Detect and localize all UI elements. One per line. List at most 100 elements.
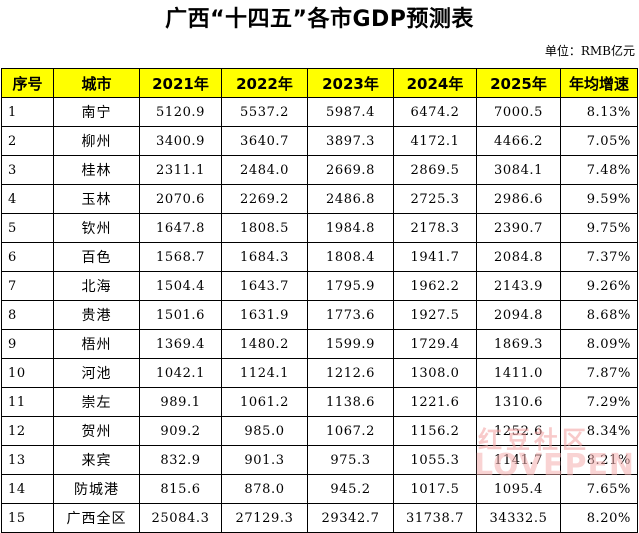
- gdp-2025-cell: 1310.6: [476, 387, 561, 417]
- gdp-2024-cell: 1941.7: [393, 242, 477, 272]
- gdp-2021-cell: 1504.4: [139, 271, 222, 301]
- gdp-2025-cell: 1141.7: [476, 445, 561, 475]
- seq-cell: 11: [1, 387, 54, 417]
- gdp-2025-cell: 1869.3: [476, 329, 561, 359]
- gdp-2021-cell: 909.2: [139, 416, 222, 446]
- gdp-forecast-table: 序号 城市 2021年 2022年 2023年 2024年 2025年 年均增速…: [1, 68, 638, 533]
- table-row: 3 桂林 2311.1 2484.0 2669.8 2869.5 3084.1 7.48%: [1, 155, 638, 185]
- gdp-2022-cell: 3640.7: [221, 126, 308, 156]
- table-body: 1 南宁 5120.9 5537.2 5987.4 6474.2 7000.5 8.13% 2 柳…: [1, 97, 638, 533]
- growth-rate-cell: 7.65%: [560, 474, 638, 504]
- table-row: 9 梧州 1369.4 1480.2 1599.9 1729.4 1869.3 8.09%: [1, 329, 638, 359]
- gdp-2021-cell: 1568.7: [139, 242, 222, 272]
- gdp-2025-cell: 2084.8: [476, 242, 561, 272]
- header-cell-2021: 2021年: [139, 68, 222, 98]
- header-cell-2022: 2022年: [221, 68, 308, 98]
- gdp-2023-cell: 1984.8: [307, 213, 394, 243]
- gdp-2023-cell: 2669.8: [307, 155, 394, 185]
- table-row: 5 钦州 1647.8 1808.5 1984.8 2178.3 2390.7 9.75%: [1, 213, 638, 243]
- gdp-2025-cell: 34332.5: [476, 503, 561, 533]
- growth-rate-cell: 7.05%: [560, 126, 638, 156]
- growth-rate-cell: 7.29%: [560, 387, 638, 417]
- table-header-row: 序号 城市 2021年 2022年 2023年 2024年 2025年 年均增速: [1, 68, 638, 98]
- gdp-2024-cell: 1962.2: [393, 271, 477, 301]
- seq-cell: 6: [1, 242, 54, 272]
- table-row: 11 崇左 989.1 1061.2 1138.6 1221.6 1310.6 7.29%: [1, 387, 638, 417]
- gdp-2024-cell: 31738.7: [393, 503, 477, 533]
- growth-rate-cell: 7.37%: [560, 242, 638, 272]
- gdp-2021-cell: 1501.6: [139, 300, 222, 330]
- gdp-2021-cell: 989.1: [139, 387, 222, 417]
- seq-cell: 15: [1, 503, 54, 533]
- gdp-2024-cell: 1221.6: [393, 387, 477, 417]
- city-cell: 广西全区: [53, 503, 140, 533]
- city-cell: 贵港: [53, 300, 140, 330]
- gdp-2022-cell: 985.0: [221, 416, 308, 446]
- city-cell: 桂林: [53, 155, 140, 185]
- growth-rate-cell: 8.13%: [560, 97, 638, 127]
- gdp-2022-cell: 1124.1: [221, 358, 308, 388]
- seq-cell: 4: [1, 184, 54, 214]
- gdp-2023-cell: 1599.9: [307, 329, 394, 359]
- gdp-2025-cell: 2143.9: [476, 271, 561, 301]
- growth-rate-cell: 8.34%: [560, 416, 638, 446]
- city-cell: 柳州: [53, 126, 140, 156]
- gdp-2023-cell: 1067.2: [307, 416, 394, 446]
- gdp-2022-cell: 1684.3: [221, 242, 308, 272]
- gdp-2023-cell: 5987.4: [307, 97, 394, 127]
- gdp-2022-cell: 1808.5: [221, 213, 308, 243]
- growth-rate-cell: 9.26%: [560, 271, 638, 301]
- city-cell: 河池: [53, 358, 140, 388]
- table-row: 7 北海 1504.4 1643.7 1795.9 1962.2 2143.9 9.26%: [1, 271, 638, 301]
- gdp-2022-cell: 878.0: [221, 474, 308, 504]
- city-cell: 崇左: [53, 387, 140, 417]
- gdp-2025-cell: 1095.4: [476, 474, 561, 504]
- gdp-2025-cell: 4466.2: [476, 126, 561, 156]
- growth-rate-cell: 9.59%: [560, 184, 638, 214]
- gdp-2022-cell: 901.3: [221, 445, 308, 475]
- header-cell-growth-rate: 年均增速: [560, 68, 638, 98]
- city-cell: 北海: [53, 271, 140, 301]
- seq-cell: 13: [1, 445, 54, 475]
- header-cell-2024: 2024年: [393, 68, 477, 98]
- gdp-2022-cell: 1061.2: [221, 387, 308, 417]
- city-cell: 梧州: [53, 329, 140, 359]
- gdp-2022-cell: 1643.7: [221, 271, 308, 301]
- growth-rate-cell: 8.21%: [560, 445, 638, 475]
- city-cell: 南宁: [53, 97, 140, 127]
- table-row: 6 百色 1568.7 1684.3 1808.4 1941.7 2084.8 7.37%: [1, 242, 638, 272]
- gdp-2024-cell: 1927.5: [393, 300, 477, 330]
- gdp-2021-cell: 2311.1: [139, 155, 222, 185]
- seq-cell: 7: [1, 271, 54, 301]
- seq-cell: 10: [1, 358, 54, 388]
- city-cell: 防城港: [53, 474, 140, 504]
- seq-cell: 3: [1, 155, 54, 185]
- seq-cell: 5: [1, 213, 54, 243]
- gdp-2024-cell: 1156.2: [393, 416, 477, 446]
- gdp-2021-cell: 1647.8: [139, 213, 222, 243]
- growth-rate-cell: 8.20%: [560, 503, 638, 533]
- gdp-2024-cell: 1729.4: [393, 329, 477, 359]
- gdp-2022-cell: 1631.9: [221, 300, 308, 330]
- table-row: 10 河池 1042.1 1124.1 1212.6 1308.0 1411.0 7.87%: [1, 358, 638, 388]
- gdp-2025-cell: 7000.5: [476, 97, 561, 127]
- city-cell: 百色: [53, 242, 140, 272]
- gdp-2024-cell: 1055.3: [393, 445, 477, 475]
- page-title: 广西“十四五”各市GDP预测表: [165, 7, 474, 32]
- gdp-2023-cell: 29342.7: [307, 503, 394, 533]
- gdp-2024-cell: 1308.0: [393, 358, 477, 388]
- gdp-2021-cell: 832.9: [139, 445, 222, 475]
- table-row: 12 贺州 909.2 985.0 1067.2 1156.2 1252.6 8.34%: [1, 416, 638, 446]
- gdp-2021-cell: 3400.9: [139, 126, 222, 156]
- growth-rate-cell: 8.09%: [560, 329, 638, 359]
- gdp-2023-cell: 1138.6: [307, 387, 394, 417]
- table-row: 14 防城港 815.6 878.0 945.2 1017.5 1095.4 7.65%: [1, 474, 638, 504]
- gdp-2025-cell: 3084.1: [476, 155, 561, 185]
- seq-cell: 9: [1, 329, 54, 359]
- gdp-2022-cell: 5537.2: [221, 97, 308, 127]
- gdp-2022-cell: 2269.2: [221, 184, 308, 214]
- gdp-2023-cell: 1808.4: [307, 242, 394, 272]
- seq-cell: 14: [1, 474, 54, 504]
- table-row: 13 来宾 832.9 901.3 975.3 1055.3 1141.7 8.21%: [1, 445, 638, 475]
- table-row: 2 柳州 3400.9 3640.7 3897.3 4172.1 4466.2 7.05%: [1, 126, 638, 156]
